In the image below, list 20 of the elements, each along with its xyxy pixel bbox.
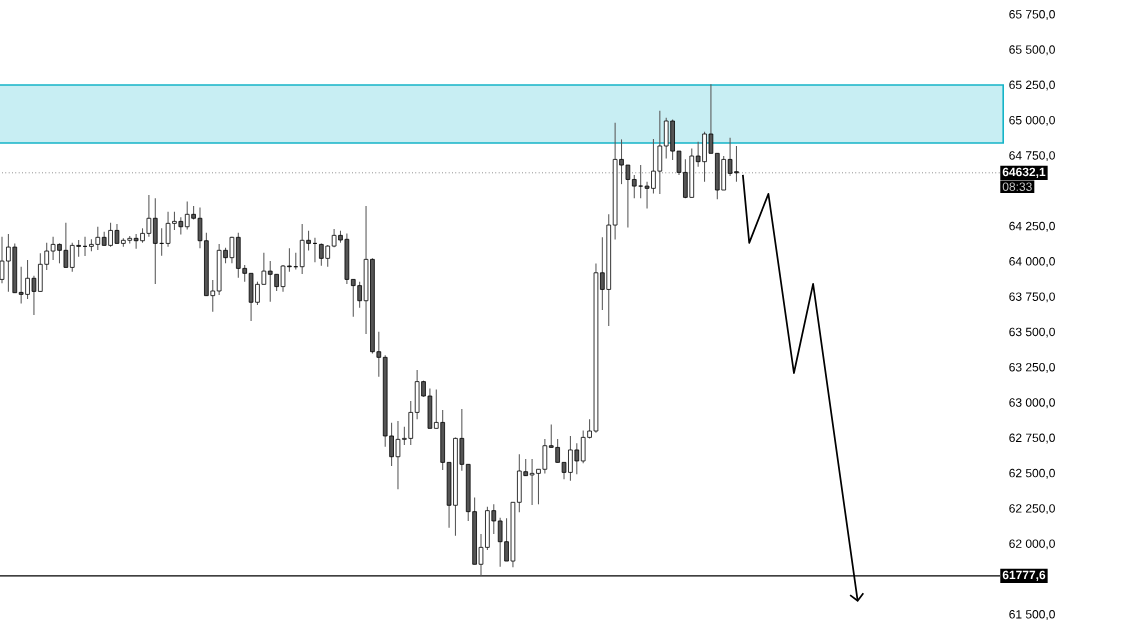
- y-tick-label: 63 000,0: [1009, 398, 1055, 409]
- y-tick-label: 61 500,0: [1009, 610, 1055, 620]
- y-tick-label: 65 250,0: [1009, 80, 1055, 91]
- y-tick-label: 62 750,0: [1009, 433, 1055, 444]
- y-tick-label: 64 250,0: [1009, 221, 1055, 232]
- y-tick-label: 62 500,0: [1009, 468, 1055, 479]
- candlestick: [631, 174, 637, 199]
- ref-line-label: 61777,6: [1002, 570, 1046, 581]
- y-tick-label: 62 000,0: [1009, 539, 1055, 550]
- ref-line-label: 64632,1: [1002, 167, 1046, 178]
- y-tick-label: 64 750,0: [1009, 151, 1055, 162]
- text: 08:33: [1002, 182, 1032, 191]
- y-tick-label: 64 000,0: [1009, 257, 1055, 267]
- y-tick-label: 63 250,0: [1009, 362, 1055, 373]
- y-tick-label: 65 000,0: [1009, 115, 1055, 126]
- y-tick-label: 63 500,0: [1009, 327, 1055, 338]
- y-tick-label: 63 750,0: [1009, 292, 1055, 303]
- y-tick-label: 62 250,0: [1009, 504, 1055, 515]
- y-tick-label: 65 500,0: [1009, 45, 1055, 56]
- y-tick-label: 65 750,0: [1009, 10, 1055, 20]
